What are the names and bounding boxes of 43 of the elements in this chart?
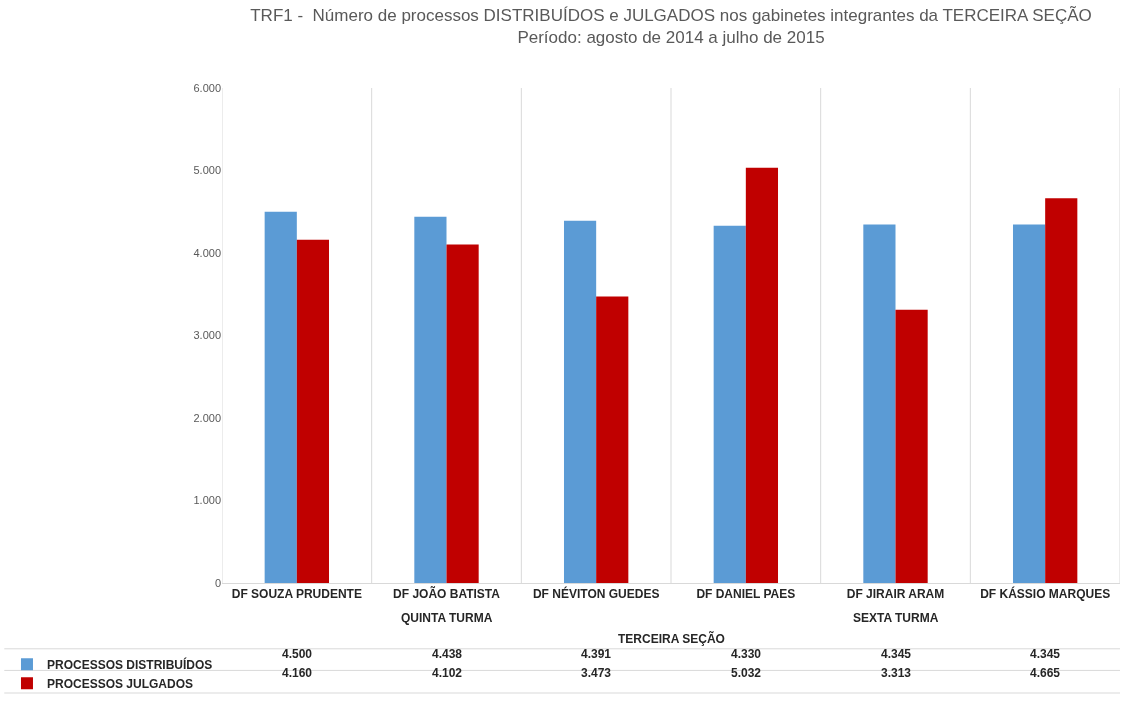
text: TERCEIRA SEÇÃO (618, 631, 725, 646)
data-label: 4.160 (282, 666, 313, 680)
bar (563, 220, 597, 583)
bar (414, 216, 447, 583)
data-label: 3.313 (881, 666, 912, 680)
x-tick-label: DF NÉVITON GUEDES (532, 586, 660, 602)
bar (596, 296, 629, 583)
y-tick-label: 4.000 (193, 246, 221, 259)
legend-label: PROCESSOS DISTRIBUÍDOS (46, 656, 213, 672)
bar (264, 211, 297, 583)
data-label: 4.345 (881, 647, 912, 661)
y-tick-label: 2.000 (193, 411, 221, 424)
data-label: 4.500 (282, 647, 313, 661)
y-tick-label: 3.000 (193, 329, 221, 342)
x-tick-label: DF JIRAIR ARAM (846, 587, 945, 602)
bar (745, 167, 779, 583)
data-label: 4.438 (432, 647, 463, 661)
data-label: 4.102 (432, 666, 463, 680)
data-label: 4.391 (581, 647, 612, 661)
chart-title: TRF1 - Número de processos DISTRIBUÍDOS e JULGADOS nos gabinetes integrantes da TERCEIRA SEÇÃO Período: agosto de 2014 a julho de 2015 (250, 6, 1092, 48)
y-tick-label: 1.000 (193, 494, 221, 507)
bar (895, 309, 928, 583)
x-tick-label: DF KÁSSIO MARQUES (980, 586, 1111, 602)
y-tick-label: 6.000 (193, 81, 221, 94)
x-tick-label: DF JOÃO BATISTA (393, 586, 501, 602)
legend-label: PROCESSOS JULGADOS (46, 676, 194, 691)
data-label: 4.345 (1030, 647, 1061, 661)
bar (296, 239, 330, 583)
text: SEXTA TURMA (853, 611, 939, 625)
y-tick-label: 0 (214, 576, 221, 589)
bar (713, 225, 746, 583)
text: QUINTA TURMA (401, 611, 493, 625)
y-tick-label: 5.000 (193, 164, 221, 177)
data-label: 4.330 (731, 647, 762, 661)
data-label: 5.032 (731, 666, 762, 680)
bar (863, 224, 896, 583)
data-label: 3.473 (581, 666, 612, 680)
x-tick-label: DF SOUZA PRUDENTE (231, 587, 362, 602)
data-label: 4.665 (1030, 666, 1061, 680)
bar (446, 244, 479, 583)
bar (1045, 198, 1078, 583)
bar (1012, 224, 1046, 583)
x-tick-label: DF DANIEL PAES (696, 587, 796, 602)
